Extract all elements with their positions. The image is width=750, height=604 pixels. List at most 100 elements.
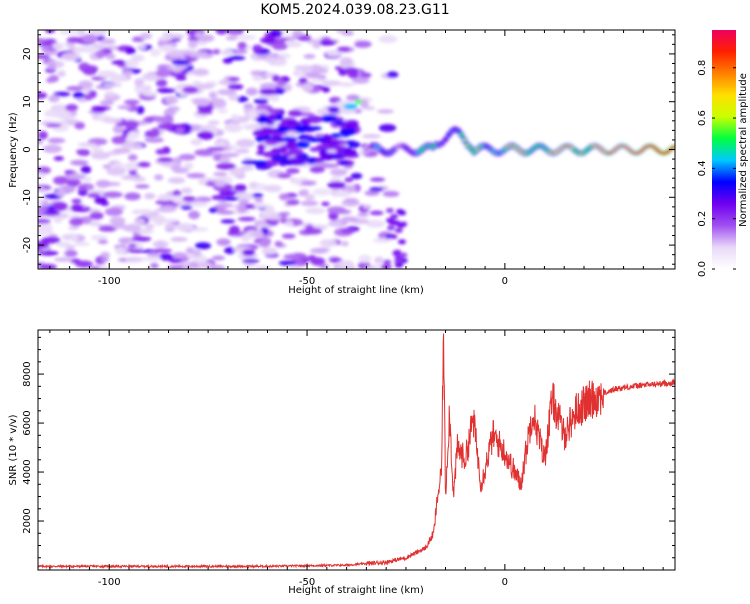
heatmap-cell bbox=[360, 103, 369, 109]
heatmap-cell bbox=[264, 139, 279, 146]
heatmap-cell bbox=[172, 252, 188, 258]
heatmap-cell bbox=[169, 259, 182, 264]
heatmap-cell bbox=[38, 166, 52, 174]
heatmap-cell bbox=[235, 138, 256, 148]
heatmap-cell bbox=[208, 207, 218, 213]
y-tick-label: 20 bbox=[22, 48, 33, 61]
heatmap-cell bbox=[80, 165, 92, 174]
heatmap-cell bbox=[277, 172, 292, 179]
heatmap-cell bbox=[175, 127, 185, 134]
heatmap-cell bbox=[309, 64, 323, 72]
heatmap-cell bbox=[316, 40, 337, 46]
heatmap-cell bbox=[206, 147, 225, 152]
heatmap-cell bbox=[398, 239, 407, 245]
heatmap-cell bbox=[382, 190, 400, 198]
heatmap-cell bbox=[216, 238, 231, 246]
heatmap-cell bbox=[305, 207, 326, 215]
heatmap-cell bbox=[220, 152, 240, 158]
heatmap-cell bbox=[286, 199, 300, 206]
heatmap-cell bbox=[175, 75, 187, 81]
heatmap-cell bbox=[172, 190, 182, 197]
heatmap-cell bbox=[100, 257, 110, 263]
heatmap-cell bbox=[89, 211, 104, 220]
heatmap-cell bbox=[99, 265, 109, 269]
heatmap-cell bbox=[361, 134, 382, 139]
heatmap-cell bbox=[305, 224, 314, 231]
heatmap-cell bbox=[268, 136, 285, 141]
heatmap-cell bbox=[188, 227, 209, 232]
heatmap-cell bbox=[312, 188, 332, 196]
heatmap-cell bbox=[340, 240, 349, 247]
heatmap-cell bbox=[65, 104, 79, 112]
heatmap-cell bbox=[42, 144, 63, 154]
heatmap-cell bbox=[272, 58, 288, 67]
heatmap-cell bbox=[298, 77, 308, 84]
heatmap-cell bbox=[328, 153, 346, 160]
heatmap-cell bbox=[38, 218, 51, 224]
heatmap-cell bbox=[69, 217, 84, 227]
y-tick-label: 8000 bbox=[22, 361, 33, 386]
heatmap-cell bbox=[90, 234, 108, 241]
heatmap-cell bbox=[258, 117, 269, 122]
heatmap-cell bbox=[103, 82, 123, 88]
heatmap-cell bbox=[347, 70, 360, 79]
heatmap-cell bbox=[215, 162, 236, 170]
heatmap-cell bbox=[389, 234, 398, 240]
heatmap-band-cell bbox=[462, 138, 467, 142]
heatmap-cell bbox=[386, 225, 395, 231]
heatmap-cell bbox=[193, 249, 202, 257]
heatmap-cell bbox=[56, 241, 71, 248]
heatmap-cell bbox=[41, 236, 61, 244]
heatmap-cell bbox=[278, 260, 297, 266]
heatmap-cell bbox=[236, 96, 249, 103]
heatmap-cell bbox=[87, 192, 101, 198]
heatmap-cell bbox=[104, 207, 124, 217]
heatmap-cell bbox=[76, 148, 90, 155]
heatmap-cell bbox=[288, 156, 302, 163]
heatmap-cell bbox=[106, 166, 126, 176]
heatmap-cell bbox=[66, 36, 83, 44]
heatmap-cell bbox=[144, 223, 155, 230]
heatmap-cell bbox=[153, 215, 166, 224]
heatmap-cell bbox=[158, 253, 174, 261]
heatmap-cell bbox=[134, 184, 150, 189]
heatmap-cell bbox=[113, 148, 131, 154]
heatmap-cell bbox=[383, 259, 392, 265]
heatmap-cell bbox=[134, 78, 145, 87]
heatmap-cell bbox=[218, 190, 237, 196]
heatmap-cell bbox=[319, 115, 338, 123]
heatmap-cell bbox=[272, 42, 288, 51]
spectrogram-xlabel: Height of straight line (km) bbox=[288, 285, 424, 296]
heatmap-cell bbox=[38, 38, 47, 43]
heatmap-cell bbox=[237, 204, 247, 213]
snr-series-line bbox=[38, 333, 675, 570]
heatmap-cell bbox=[213, 172, 228, 177]
heatmap-cell bbox=[53, 156, 64, 161]
heatmap-cell bbox=[104, 91, 116, 97]
heatmap-cell bbox=[259, 88, 278, 96]
heatmap-cell bbox=[72, 91, 85, 99]
heatmap-cell bbox=[356, 72, 372, 79]
heatmap-cell bbox=[83, 93, 93, 101]
heatmap-cell bbox=[263, 184, 283, 193]
heatmap-cell bbox=[271, 147, 288, 154]
heatmap-cell bbox=[312, 40, 321, 49]
heatmap-cell bbox=[214, 180, 226, 188]
heatmap-cell bbox=[131, 236, 152, 242]
heatmap-cell bbox=[344, 198, 359, 203]
heatmap-cell bbox=[252, 44, 263, 53]
heatmap-cell bbox=[76, 30, 86, 37]
heatmap-cell bbox=[309, 165, 325, 174]
heatmap-cell bbox=[386, 71, 399, 78]
heatmap-cell bbox=[78, 80, 94, 89]
heatmap-cell bbox=[264, 58, 277, 63]
heatmap-cell bbox=[190, 138, 203, 146]
heatmap-cell bbox=[187, 40, 198, 49]
heatmap-cell bbox=[385, 218, 394, 224]
heatmap-cell bbox=[320, 163, 340, 169]
heatmap-cell bbox=[53, 216, 63, 224]
heatmap-cell bbox=[47, 137, 66, 144]
heatmap-cell bbox=[262, 159, 279, 167]
heatmap-cell bbox=[284, 220, 294, 227]
heatmap-cell bbox=[62, 118, 80, 125]
